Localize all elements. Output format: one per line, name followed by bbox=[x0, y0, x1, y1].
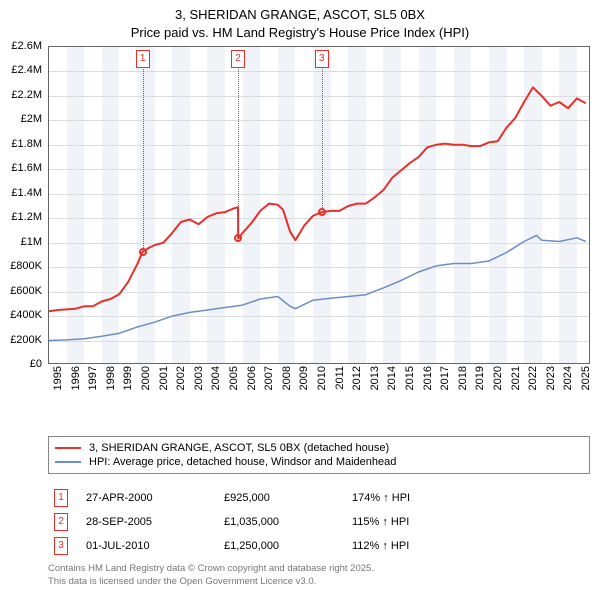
y-tick-label: £1M bbox=[0, 236, 42, 248]
x-tick-label: 2024 bbox=[562, 366, 574, 390]
x-tick-label: 2021 bbox=[510, 366, 522, 390]
x-tick-label: 2004 bbox=[210, 366, 222, 390]
legend-label: HPI: Average price, detached house, Wind… bbox=[89, 456, 396, 468]
x-tick-label: 1995 bbox=[52, 366, 64, 390]
x-tick-label: 2000 bbox=[140, 366, 152, 390]
y-tick-label: £0 bbox=[0, 358, 42, 370]
sale-date: 27-APR-2000 bbox=[86, 492, 206, 504]
x-tick-label: 2023 bbox=[545, 366, 557, 390]
footer-line-2: This data is licensed under the Open Gov… bbox=[48, 576, 374, 588]
sale-row: 3 01-JUL-2010 £1,250,000 112% ↑ HPI bbox=[54, 534, 584, 558]
y-axis-labels: £0£200K£400K£600K£800K£1M£1.2M£1.4M£1.6M… bbox=[0, 46, 46, 364]
x-tick-label: 2016 bbox=[422, 366, 434, 390]
x-tick-label: 1997 bbox=[87, 366, 99, 390]
plot-region: 123 bbox=[48, 46, 590, 364]
x-tick-label: 2013 bbox=[369, 366, 381, 390]
y-tick-label: £200K bbox=[0, 334, 42, 346]
legend-row: 3, SHERIDAN GRANGE, ASCOT, SL5 0BX (deta… bbox=[55, 441, 583, 455]
sales-table: 1 27-APR-2000 £925,000 174% ↑ HPI 2 28-SEP-20… bbox=[48, 482, 590, 562]
x-tick-label: 2012 bbox=[351, 366, 363, 390]
y-tick-label: £600K bbox=[0, 285, 42, 297]
series-hpi bbox=[49, 235, 586, 340]
y-tick-label: £1.4M bbox=[0, 187, 42, 199]
x-tick-label: 2011 bbox=[334, 366, 346, 390]
x-tick-label: 2001 bbox=[158, 366, 170, 390]
footer-line-1: Contains HM Land Registry data © Crown c… bbox=[48, 563, 374, 575]
sale-date: 28-SEP-2005 bbox=[86, 516, 206, 528]
y-tick-label: £800K bbox=[0, 260, 42, 272]
x-tick-label: 2022 bbox=[527, 366, 539, 390]
x-tick-label: 2025 bbox=[580, 366, 592, 390]
series-property bbox=[49, 87, 586, 311]
legend-label: 3, SHERIDAN GRANGE, ASCOT, SL5 0BX (deta… bbox=[89, 442, 389, 454]
title-line-2: Price paid vs. HM Land Registry's House … bbox=[0, 24, 600, 42]
x-tick-label: 2002 bbox=[175, 366, 187, 390]
x-tick-label: 2006 bbox=[246, 366, 258, 390]
sale-num-box: 2 bbox=[54, 513, 68, 531]
x-tick-label: 2018 bbox=[457, 366, 469, 390]
legend-row: HPI: Average price, detached house, Wind… bbox=[55, 455, 583, 469]
sale-hpi: 112% ↑ HPI bbox=[352, 540, 584, 552]
legend-swatch bbox=[55, 461, 81, 463]
x-tick-label: 1999 bbox=[122, 366, 134, 390]
x-tick-label: 1998 bbox=[105, 366, 117, 390]
legend-swatch bbox=[55, 447, 81, 449]
sale-num-box: 3 bbox=[54, 537, 68, 555]
chart-area: 123 1995 1996 1997 1998 1999 2000 2001 2002 2003… bbox=[48, 46, 590, 394]
sale-num-box: 1 bbox=[54, 489, 68, 507]
title-line-1: 3, SHERIDAN GRANGE, ASCOT, SL5 0BX bbox=[0, 6, 600, 24]
legend: 3, SHERIDAN GRANGE, ASCOT, SL5 0BX (deta… bbox=[48, 436, 590, 474]
y-tick-label: £2.6M bbox=[0, 40, 42, 52]
x-tick-label: 2014 bbox=[386, 366, 398, 390]
sale-row: 2 28-SEP-2005 £1,035,000 115% ↑ HPI bbox=[54, 510, 584, 534]
y-tick-label: £1.6M bbox=[0, 162, 42, 174]
x-tick-label: 2020 bbox=[492, 366, 504, 390]
x-tick-label: 2008 bbox=[281, 366, 293, 390]
x-tick-label: 2005 bbox=[228, 366, 240, 390]
sale-price: £1,250,000 bbox=[224, 540, 334, 552]
title-block: 3, SHERIDAN GRANGE, ASCOT, SL5 0BX Price… bbox=[0, 0, 600, 46]
sale-row: 1 27-APR-2000 £925,000 174% ↑ HPI bbox=[54, 486, 584, 510]
sale-hpi: 115% ↑ HPI bbox=[352, 516, 584, 528]
y-tick-label: £2.4M bbox=[0, 64, 42, 76]
x-tick-label: 2007 bbox=[263, 366, 275, 390]
chart-container: 3, SHERIDAN GRANGE, ASCOT, SL5 0BX Price… bbox=[0, 0, 600, 590]
y-tick-label: £2.2M bbox=[0, 89, 42, 101]
x-tick-label: 2003 bbox=[193, 366, 205, 390]
y-tick-label: £2M bbox=[0, 113, 42, 125]
x-tick-label: 1996 bbox=[70, 366, 82, 390]
sale-price: £925,000 bbox=[224, 492, 334, 504]
x-tick-label: 2009 bbox=[298, 366, 310, 390]
x-tick-label: 2010 bbox=[316, 366, 328, 390]
sale-date: 01-JUL-2010 bbox=[86, 540, 206, 552]
x-tick-label: 2017 bbox=[439, 366, 451, 390]
sale-hpi: 174% ↑ HPI bbox=[352, 492, 584, 504]
line-series-svg bbox=[49, 47, 591, 365]
x-tick-label: 2015 bbox=[404, 366, 416, 390]
y-tick-label: £400K bbox=[0, 309, 42, 321]
y-tick-label: £1.8M bbox=[0, 138, 42, 150]
y-tick-label: £1.2M bbox=[0, 211, 42, 223]
sale-price: £1,035,000 bbox=[224, 516, 334, 528]
footer-attribution: Contains HM Land Registry data © Crown c… bbox=[48, 563, 374, 588]
x-tick-label: 2019 bbox=[474, 366, 486, 390]
